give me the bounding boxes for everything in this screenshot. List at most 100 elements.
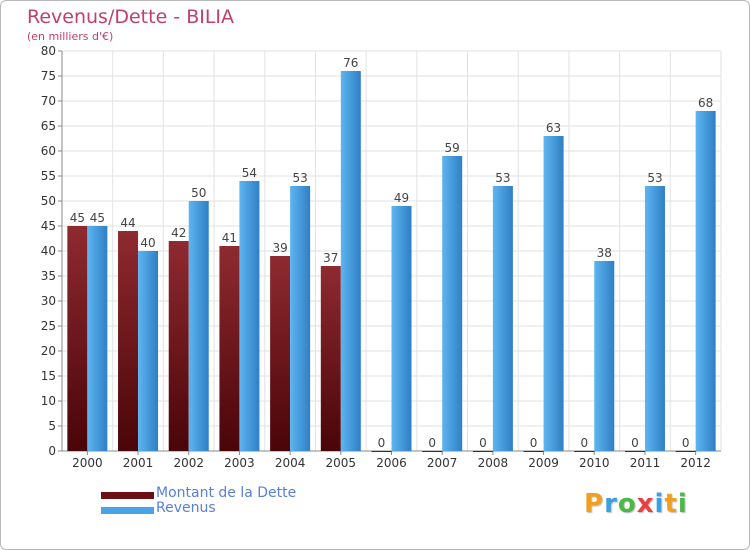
y-tick-label: 25: [41, 319, 56, 333]
bar-debt: [624, 451, 645, 452]
x-tick-label: 2000: [72, 456, 103, 470]
bar-debt: [168, 241, 189, 451]
data-label-revenue: 59: [445, 141, 460, 155]
bar-debt: [371, 451, 392, 452]
x-tick-label: 2010: [579, 456, 610, 470]
data-label-debt: 0: [428, 436, 436, 450]
legend-swatch-debt: [101, 492, 154, 499]
logo-letter: o: [617, 489, 637, 519]
bar-revenue: [188, 201, 209, 451]
bars: [67, 71, 716, 452]
data-label-debt: 45: [70, 211, 85, 225]
logo-letter: t: [664, 489, 678, 519]
bar-revenue: [87, 226, 108, 451]
y-tick-label: 55: [41, 169, 56, 183]
data-label-debt: 41: [222, 231, 237, 245]
bar-debt: [574, 451, 595, 452]
y-tick-label: 70: [41, 94, 56, 108]
y-tick-label: 20: [41, 344, 56, 358]
bar-debt: [472, 451, 493, 452]
data-label-debt: 0: [580, 436, 588, 450]
data-label-revenue: 50: [191, 186, 206, 200]
y-tick-label: 40: [41, 244, 56, 258]
x-tick-label: 2009: [528, 456, 559, 470]
bar-revenue: [644, 186, 665, 451]
axes: 0 5 10 15 20 25 30 35 40 45 50 55 60 65 70 75 80 2000 2001…: [41, 44, 721, 470]
data-label-debt: 0: [530, 436, 538, 450]
bar-revenue: [290, 186, 311, 451]
bar-revenue: [492, 186, 513, 451]
legend-label-revenue: Revenus: [156, 500, 216, 516]
y-tick-label: 45: [41, 219, 56, 233]
data-label-debt: 44: [120, 216, 135, 230]
bar-debt: [270, 256, 291, 451]
data-label-revenue: 49: [394, 191, 409, 205]
data-label-debt: 0: [378, 436, 386, 450]
x-tick-label: 2004: [275, 456, 306, 470]
logo-letter: r: [604, 489, 618, 519]
x-tick-label: 2001: [123, 456, 154, 470]
data-label-revenue: 63: [546, 121, 561, 135]
x-tick-label: 2008: [478, 456, 509, 470]
x-tick-label: 2005: [326, 456, 357, 470]
legend-label-debt: Montant de la Dette: [156, 485, 297, 501]
data-label-revenue: 53: [647, 171, 662, 185]
bar-revenue: [594, 261, 615, 451]
y-tick-label: 15: [41, 369, 56, 383]
data-label-revenue: 68: [698, 96, 713, 110]
chart-subtitle: (en milliers d'€): [27, 30, 114, 43]
bar-debt: [422, 451, 443, 452]
y-tick-label: 30: [41, 294, 56, 308]
data-labels: 45 45 44 40 42 50 41 54 39 53 37 76 0 49 0 59 0 53 0 63 0 38 0…: [70, 56, 714, 450]
bar-debt: [219, 246, 240, 451]
y-tick-label: 80: [41, 44, 56, 58]
data-label-debt: 0: [479, 436, 487, 450]
data-label-revenue: 40: [140, 236, 155, 250]
x-tick-label: 2012: [680, 456, 711, 470]
data-label-revenue: 45: [90, 211, 105, 225]
x-tick-label: 2006: [376, 456, 407, 470]
data-label-debt: 37: [323, 251, 338, 265]
bar-revenue: [695, 111, 716, 451]
logo-letter: P: [584, 489, 605, 519]
x-tick-label: 2011: [630, 456, 661, 470]
chart-title: Revenus/Dette - BILIA: [27, 6, 235, 28]
bar-debt: [523, 451, 544, 452]
x-tick-label: 2002: [173, 456, 204, 470]
y-tick-label: 65: [41, 119, 56, 133]
y-tick-label: 60: [41, 144, 56, 158]
proxiti-logo: Proxiti: [584, 489, 688, 519]
data-label-debt: 42: [171, 226, 186, 240]
data-label-debt: 0: [682, 436, 690, 450]
bar-revenue: [239, 181, 260, 451]
data-label-revenue: 76: [343, 56, 358, 70]
data-label-revenue: 54: [242, 166, 257, 180]
y-tick-label: 10: [41, 394, 56, 408]
logo-letter: x: [636, 489, 655, 519]
y-tick-label: 75: [41, 69, 56, 83]
y-tick-label: 5: [48, 419, 56, 433]
y-tick-label: 50: [41, 194, 56, 208]
legend-swatch-revenue: [101, 507, 154, 514]
logo-letter: i: [677, 489, 688, 519]
data-label-revenue: 53: [495, 171, 510, 185]
x-tick-label: 2003: [224, 456, 255, 470]
bar-debt: [118, 231, 139, 451]
x-tick-label: 2007: [427, 456, 458, 470]
bar-debt: [67, 226, 88, 451]
logo-letter: i: [654, 489, 665, 519]
bar-debt: [675, 451, 696, 452]
bar-revenue: [543, 136, 564, 451]
bar-debt: [320, 266, 341, 451]
data-label-debt: 39: [272, 241, 287, 255]
data-label-revenue: 38: [597, 246, 612, 260]
bar-revenue: [391, 206, 412, 451]
bar-revenue: [138, 251, 159, 451]
y-tick-label: 35: [41, 269, 56, 283]
y-tick-label: 0: [48, 444, 56, 458]
bar-revenue: [340, 71, 361, 451]
data-label-debt: 0: [631, 436, 639, 450]
data-label-revenue: 53: [292, 171, 307, 185]
